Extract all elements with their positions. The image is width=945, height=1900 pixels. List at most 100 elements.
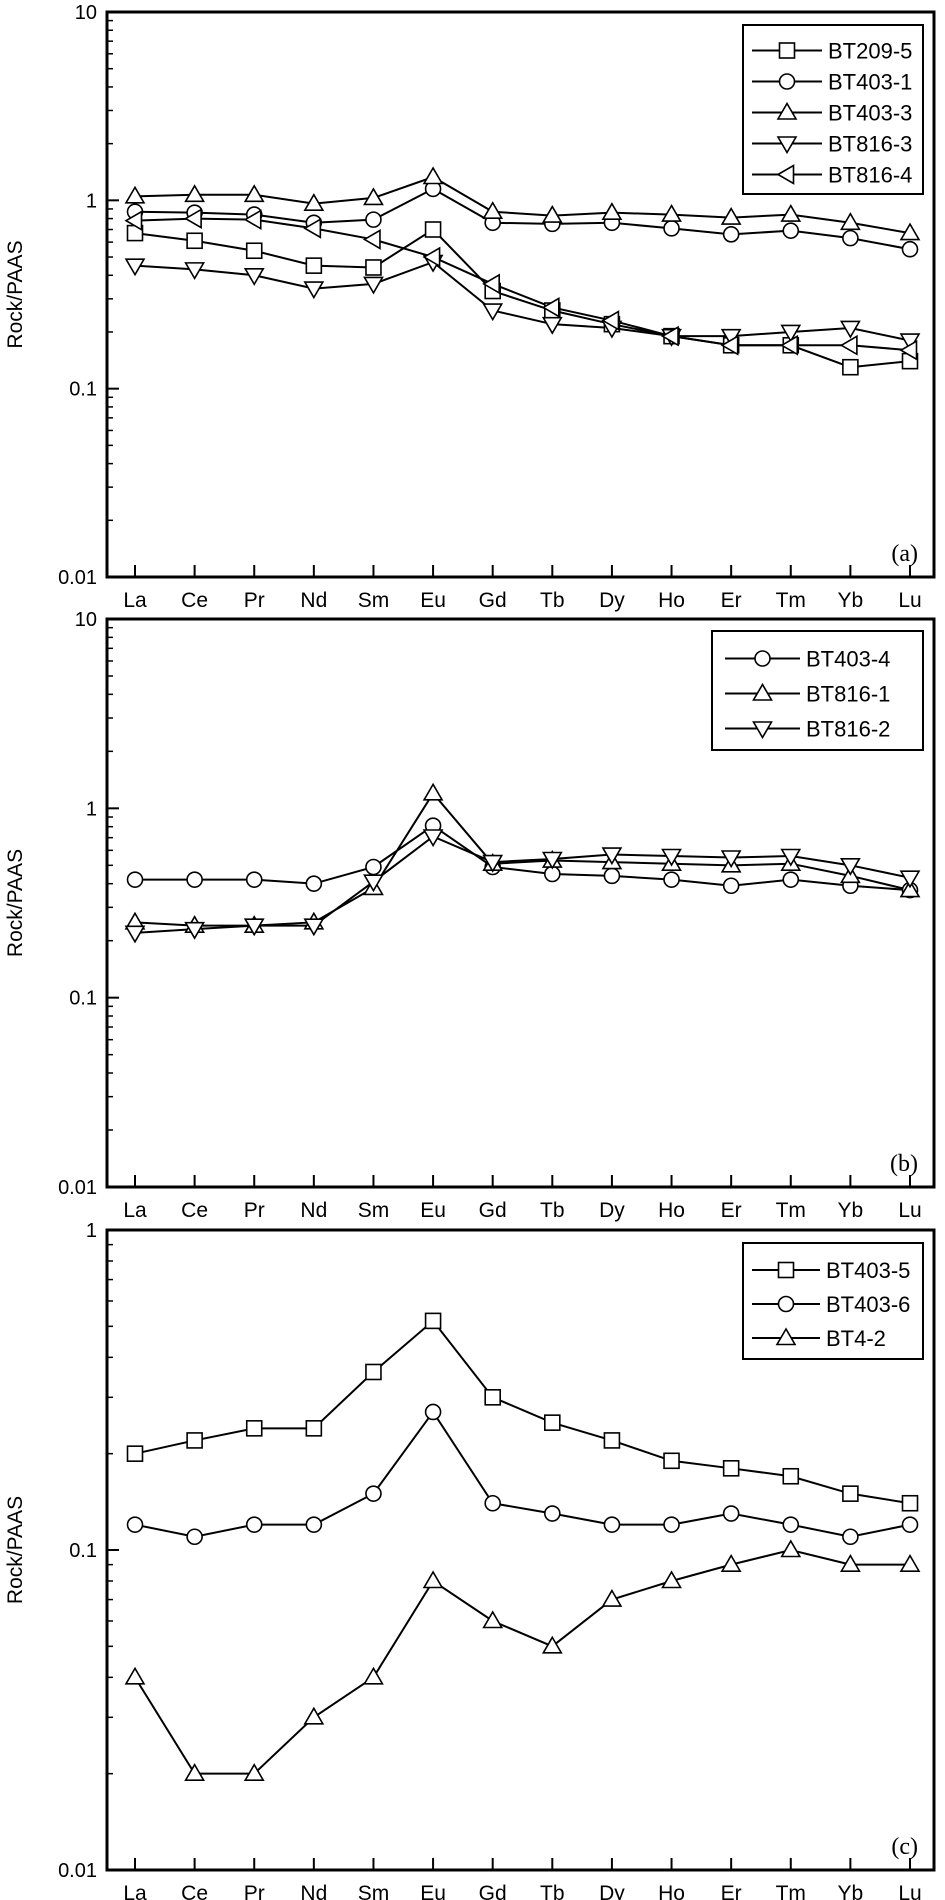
x-tick-label: La <box>123 589 147 612</box>
data-point <box>365 1363 382 1381</box>
series-markers <box>124 208 918 361</box>
data-point <box>243 267 265 286</box>
data-point <box>424 1312 442 1330</box>
data-point <box>661 1570 682 1589</box>
legend-box <box>711 630 924 751</box>
data-point <box>899 870 921 889</box>
x-tick-label: Dy <box>599 1199 625 1222</box>
data-point <box>601 202 623 220</box>
data-point <box>842 358 859 376</box>
chart-panel: 1 0.1 0.01 Rock/PAAS La Ce Pr Nd Sm Eu Gd Tb Dy Ho Er T… <box>4 1220 936 1900</box>
data-point <box>184 921 206 940</box>
data-point <box>186 1432 203 1449</box>
legend-label: BT816-4 <box>828 163 912 188</box>
series-markers <box>124 254 921 352</box>
series-line <box>134 175 911 235</box>
y-tick-label: 0.1 <box>69 988 97 1010</box>
data-point <box>839 212 861 231</box>
series-line <box>134 187 911 251</box>
x-tick-label: Tm <box>776 1199 806 1222</box>
series-markers <box>126 1403 919 1546</box>
legend-label: BT209-5 <box>828 39 912 64</box>
data-point <box>780 1539 802 1558</box>
x-tick-label: Nd <box>300 589 327 612</box>
y-axis-label: Rock/PAAS <box>4 1496 27 1604</box>
data-point <box>303 281 325 300</box>
data-point <box>601 1588 623 1607</box>
chart-panel: 10 1 0.1 0.01 Rock/PAAS La Ce Pr Nd Sm Eu Gd Tb Dy Ho E… <box>4 609 936 1222</box>
legend-marker <box>778 42 796 59</box>
data-point <box>782 1467 800 1485</box>
y-tick-label: 1 <box>86 798 97 820</box>
data-point <box>601 847 623 866</box>
data-point <box>124 1666 146 1685</box>
series-markers <box>124 166 921 241</box>
y-tick-label: 0.01 <box>58 567 97 589</box>
data-point <box>720 334 739 356</box>
plot-frame <box>105 617 936 1189</box>
legend-marker <box>776 101 798 120</box>
legend-label: BT403-6 <box>826 1292 910 1317</box>
data-point <box>482 1610 504 1629</box>
data-point <box>482 273 500 295</box>
data-point <box>422 166 444 185</box>
x-tick-label: Ce <box>181 1199 208 1222</box>
data-point <box>782 222 800 239</box>
plot-frame <box>105 10 936 579</box>
panel-label: (a) <box>891 541 918 567</box>
x-tick-label: Nd <box>300 1882 327 1900</box>
data-point <box>541 204 563 223</box>
data-point <box>245 242 263 260</box>
series-line <box>134 260 911 342</box>
x-tick-label: Ho <box>658 589 685 612</box>
legend-label: BT403-5 <box>826 1258 910 1283</box>
x-tick-label: Er <box>721 1199 742 1222</box>
x-tick-label: Sm <box>358 1882 390 1900</box>
x-tick-label: Sm <box>358 589 390 612</box>
data-point <box>363 874 384 893</box>
legend-box <box>742 24 924 195</box>
x-tick-label: Lu <box>898 589 921 612</box>
data-point <box>842 1528 859 1546</box>
data-point <box>184 208 202 229</box>
data-point <box>663 220 680 237</box>
data-point <box>782 871 800 888</box>
legend-marker <box>775 1327 797 1346</box>
x-tick-label: Tb <box>540 589 565 612</box>
data-point <box>305 1516 323 1533</box>
data-point <box>899 339 918 361</box>
series-markers <box>126 221 919 376</box>
data-point <box>424 221 442 238</box>
data-point <box>303 217 322 239</box>
data-point <box>362 229 381 250</box>
data-point <box>422 246 441 268</box>
x-tick-label: Tb <box>540 1199 565 1222</box>
data-point <box>303 918 325 937</box>
data-point <box>541 316 563 335</box>
y-axis-label: Rock/PAAS <box>4 849 27 957</box>
x-tick-label: Eu <box>420 1199 446 1222</box>
data-point <box>422 782 444 801</box>
data-point <box>186 1528 203 1546</box>
chart-panel: 10 1 0.1 0.01 Rock/PAAS La Ce Pr Nd Sm Eu Gd Tb Dy Ho E… <box>4 2 936 612</box>
x-tick-label: Pr <box>244 1199 265 1222</box>
series-markers <box>124 1539 921 1781</box>
legend-label: BT403-4 <box>806 647 890 672</box>
data-point <box>782 1516 800 1533</box>
data-point <box>243 918 265 937</box>
data-point <box>722 1505 740 1522</box>
data-point <box>305 257 323 274</box>
data-point <box>124 185 146 204</box>
x-tick-label: Lu <box>898 1199 921 1222</box>
data-point <box>663 1452 680 1470</box>
data-point <box>126 871 144 888</box>
data-point <box>661 848 682 867</box>
series-markers <box>126 1312 919 1512</box>
data-point <box>722 226 740 243</box>
data-point <box>303 193 325 211</box>
series-line <box>135 824 911 892</box>
x-tick-label: Ce <box>181 589 208 612</box>
data-point <box>484 1494 501 1512</box>
legend-box <box>742 1242 924 1360</box>
data-point <box>482 201 504 220</box>
